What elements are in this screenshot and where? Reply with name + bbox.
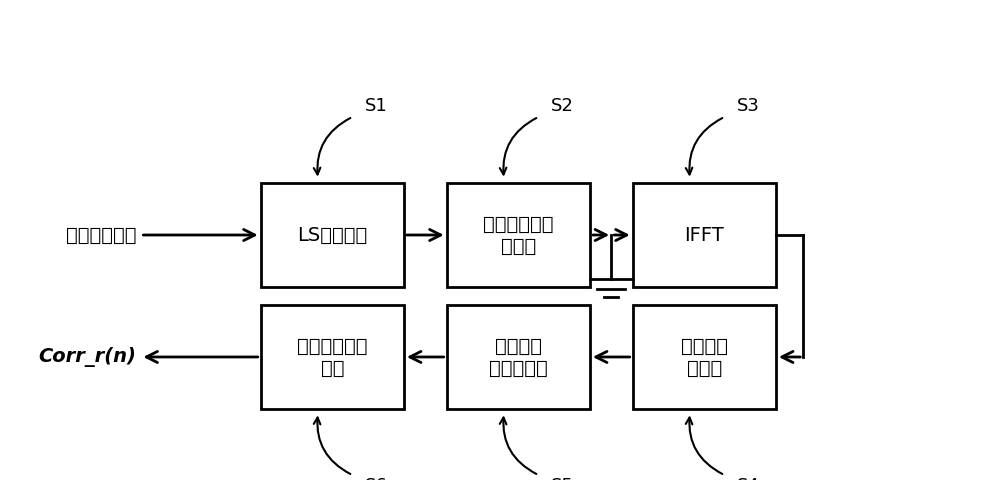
Text: 信道频域响应
值合并: 信道频域响应 值合并	[483, 215, 554, 255]
Text: S1: S1	[364, 97, 387, 115]
Bar	[447, 305, 590, 409]
Bar	[261, 305, 404, 409]
Text: LS信道估计: LS信道估计	[297, 226, 367, 244]
Bar	[633, 183, 776, 287]
Text: 频域接收信号: 频域接收信号	[66, 226, 137, 244]
Text: S2: S2	[550, 97, 573, 115]
Text: S3: S3	[736, 97, 759, 115]
Text: S4: S4	[736, 477, 759, 480]
Bar	[261, 183, 404, 287]
Bar	[447, 183, 590, 287]
Bar	[633, 305, 776, 409]
Text: 寻找信号
第一径: 寻找信号 第一径	[681, 336, 728, 377]
Text: IFFT: IFFT	[684, 226, 724, 244]
Text: S5: S5	[550, 477, 573, 480]
Text: 计算同步
位置调整值: 计算同步 位置调整值	[489, 336, 548, 377]
Text: Corr_r(n): Corr_r(n)	[39, 347, 137, 367]
Text: 定时同步偏差
修正: 定时同步偏差 修正	[297, 336, 368, 377]
Text: S6: S6	[364, 477, 387, 480]
